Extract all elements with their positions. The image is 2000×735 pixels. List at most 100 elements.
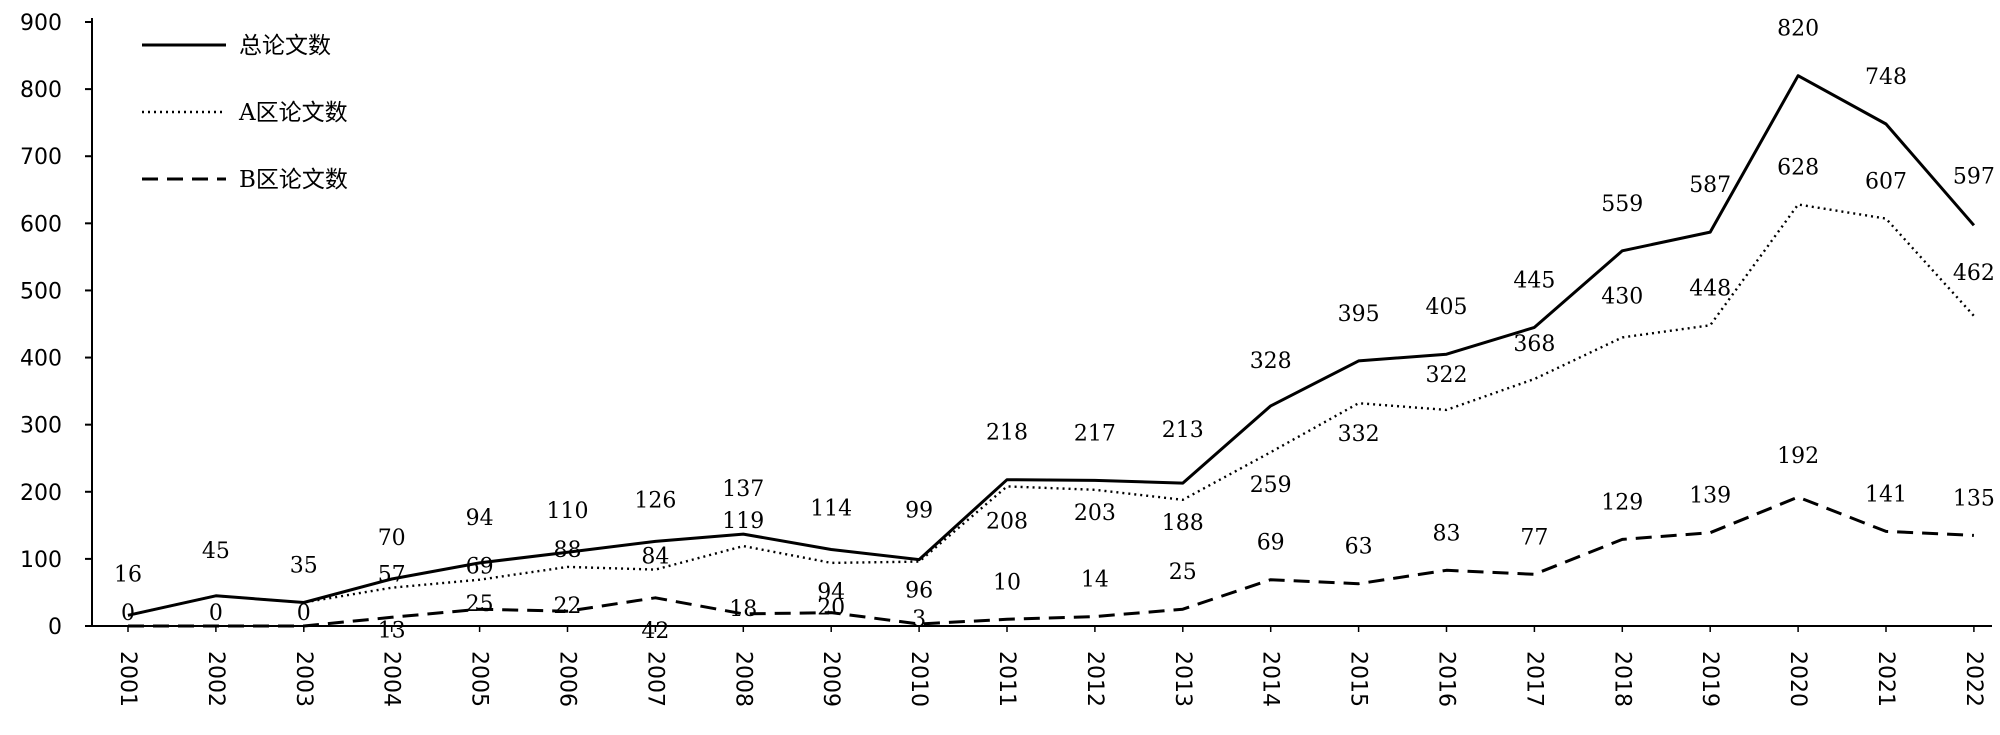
data-label-total: 328 [1250, 349, 1292, 374]
series-line-dotted [127, 203, 1975, 617]
x-tick-label: 2013 [1170, 651, 1195, 707]
data-label-a: 188 [1162, 511, 1204, 536]
data-label-total: 559 [1601, 192, 1643, 217]
data-label-b: 10 [993, 570, 1021, 595]
y-tick-label: 400 [20, 347, 62, 372]
data-label-total: 218 [986, 421, 1028, 446]
data-label-total: 137 [722, 477, 764, 502]
data-label-b: 69 [1257, 531, 1285, 556]
data-label-a: 430 [1601, 284, 1643, 309]
x-tick-label: 2019 [1697, 651, 1722, 707]
data-label-b: 0 [121, 601, 135, 626]
y-tick-label: 500 [20, 279, 62, 304]
data-label-a: 88 [554, 538, 582, 563]
data-label-total: 16 [114, 562, 142, 587]
data-label-b: 63 [1345, 535, 1373, 560]
data-label-total: 395 [1338, 302, 1380, 327]
data-label-b: 141 [1865, 482, 1907, 507]
data-label-b: 25 [1169, 560, 1197, 585]
data-label-b: 77 [1520, 525, 1548, 550]
data-label-a: 462 [1953, 261, 1995, 286]
x-tick-label: 2018 [1609, 651, 1634, 707]
data-label-a: 208 [986, 509, 1028, 534]
data-label-b: 135 [1953, 486, 1995, 511]
legend-label: B区论文数 [239, 167, 348, 193]
data-label-a: 203 [1074, 501, 1116, 526]
x-tick-label: 2006 [555, 651, 580, 707]
x-tick-label: 2008 [730, 651, 755, 707]
data-label-b: 0 [297, 601, 311, 626]
data-label-a: 119 [722, 509, 764, 534]
x-tick-label: 2014 [1258, 651, 1283, 707]
data-label-b: 83 [1433, 521, 1461, 546]
data-label-a: 259 [1250, 473, 1292, 498]
x-tick-label: 2012 [1082, 651, 1107, 707]
data-label-a: 69 [466, 555, 494, 580]
y-tick-label: 200 [20, 481, 62, 506]
series-line-dashed [128, 495, 1974, 628]
x-tick-label: 2001 [115, 651, 140, 707]
data-label-a: 96 [905, 579, 933, 604]
data-label-b: 13 [378, 618, 406, 643]
data-label-a: 332 [1338, 422, 1380, 447]
data-label-b: 139 [1689, 484, 1731, 509]
legend-label: 总论文数 [239, 33, 331, 59]
x-tick-label: 2005 [467, 651, 492, 707]
data-label-total: 70 [378, 526, 406, 551]
data-label-a: 368 [1513, 332, 1555, 357]
x-tick-label: 2010 [906, 651, 931, 707]
data-label-b: 0 [209, 601, 223, 626]
data-label-b: 42 [641, 619, 669, 644]
y-tick-label: 900 [20, 11, 62, 36]
y-tick-label: 300 [20, 414, 62, 439]
x-tick-label: 2017 [1521, 651, 1546, 707]
data-label-total: 114 [810, 496, 852, 521]
data-label-total: 94 [466, 506, 494, 531]
legend-label: A区论文数 [238, 100, 348, 126]
data-label-b: 14 [1081, 568, 1109, 593]
data-label-total: 35 [290, 554, 318, 579]
data-label-b: 22 [554, 594, 582, 619]
data-label-b: 129 [1601, 490, 1643, 515]
data-label-total: 748 [1865, 65, 1907, 90]
x-tick-label: 2021 [1873, 651, 1898, 707]
y-tick-label: 800 [20, 78, 62, 103]
x-tick-label: 2022 [1961, 651, 1986, 707]
data-label-total: 587 [1689, 173, 1731, 198]
data-label-total: 597 [1953, 164, 1995, 189]
y-tick-label: 700 [20, 145, 62, 170]
x-tick-label: 2003 [291, 651, 316, 707]
x-tick-label: 2009 [818, 651, 843, 707]
data-label-a: 322 [1426, 363, 1468, 388]
x-tick-label: 2007 [642, 651, 667, 707]
data-label-a: 607 [1865, 170, 1907, 195]
data-label-a: 448 [1689, 276, 1731, 301]
data-label-b: 20 [817, 596, 845, 621]
data-label-a: 628 [1777, 156, 1819, 181]
data-label-total: 820 [1777, 17, 1819, 42]
data-label-a: 84 [641, 545, 669, 570]
y-tick-label: 100 [20, 548, 62, 573]
data-label-total: 217 [1074, 421, 1116, 446]
x-tick-label: 2002 [203, 651, 228, 707]
data-label-b: 25 [466, 592, 494, 617]
data-label-total: 213 [1162, 418, 1204, 443]
data-label-a: 94 [817, 580, 845, 605]
y-tick-label: 0 [48, 615, 62, 640]
x-tick-label: 2004 [379, 651, 404, 707]
data-label-a: 57 [378, 563, 406, 588]
data-label-total: 99 [905, 499, 933, 524]
y-tick-label: 600 [20, 212, 62, 237]
data-label-total: 445 [1513, 268, 1555, 293]
data-label-b: 192 [1777, 444, 1819, 469]
x-tick-label: 2011 [994, 651, 1019, 707]
x-tick-label: 2020 [1785, 651, 1810, 707]
data-label-b: 18 [729, 597, 757, 622]
data-label-b: 3 [912, 607, 926, 632]
series-line-solid [127, 74, 1976, 617]
x-tick-label: 2015 [1346, 651, 1371, 707]
data-label-total: 110 [547, 499, 589, 524]
x-tick-label: 2016 [1434, 651, 1459, 707]
